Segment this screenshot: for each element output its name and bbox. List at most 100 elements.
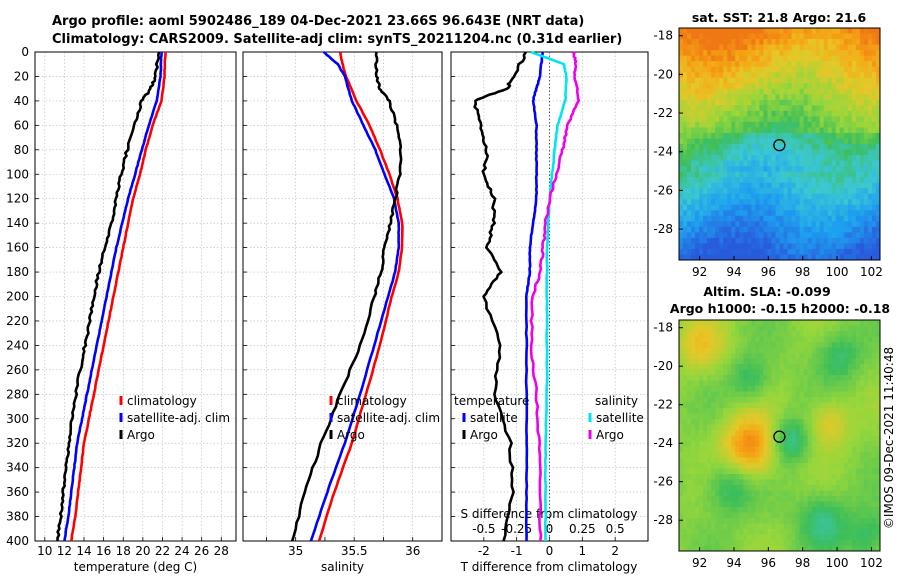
sla-map-cell bbox=[823, 507, 829, 513]
sla-map-cell bbox=[715, 391, 720, 398]
sst-map-cell bbox=[839, 44, 845, 51]
sla-map-cell bbox=[771, 380, 776, 387]
sla-map-cell bbox=[767, 534, 772, 541]
sla-map-cell bbox=[743, 430, 748, 436]
sla-map-cell bbox=[799, 375, 805, 381]
sla-map-cell bbox=[779, 336, 784, 343]
sst-map-cell bbox=[855, 199, 861, 206]
depth-tick-label: 160 bbox=[6, 241, 29, 255]
sla-map-cell bbox=[703, 391, 708, 398]
sst-map-cell bbox=[799, 50, 805, 57]
sla-map-cell bbox=[871, 320, 877, 326]
sla-map-cell bbox=[795, 364, 800, 370]
sst-map-cell bbox=[871, 144, 877, 150]
sst-map-cell bbox=[695, 44, 700, 51]
sst-map-cell bbox=[747, 204, 752, 211]
sst-map-cell bbox=[867, 210, 873, 217]
sla-map-cell bbox=[875, 446, 881, 453]
sla-map-cell bbox=[819, 391, 825, 398]
sla-map-cell bbox=[855, 490, 861, 497]
sst-map-cell bbox=[747, 237, 752, 244]
sst-map-cell bbox=[763, 44, 768, 51]
sla-map-cell bbox=[679, 540, 684, 546]
temp-xtick-label: 14 bbox=[76, 544, 91, 558]
sst-map-cell bbox=[707, 188, 712, 195]
sla-map-cell bbox=[847, 468, 853, 475]
sla-map-cell bbox=[779, 369, 784, 376]
sla-map-cell bbox=[731, 369, 736, 376]
sst-map-cell bbox=[819, 155, 825, 161]
sst-map-cell bbox=[771, 132, 776, 139]
sla-map-cell bbox=[719, 474, 724, 480]
sla-map-cell bbox=[863, 446, 869, 453]
sst-map-cell bbox=[707, 105, 712, 112]
sst-map-cell bbox=[687, 215, 692, 222]
sst-map-cell bbox=[863, 144, 869, 150]
sla-map-cell bbox=[751, 545, 756, 552]
sla-map-cell bbox=[687, 501, 692, 508]
sst-map-cell bbox=[835, 61, 841, 68]
sla-map-cell bbox=[735, 320, 740, 326]
sst-map-cell bbox=[839, 116, 845, 123]
sst-map-cell bbox=[799, 44, 805, 51]
sst-map-cell bbox=[847, 44, 853, 51]
sst-map-cell bbox=[819, 110, 825, 117]
sla-map-frame bbox=[678, 319, 881, 552]
sla-map-cell bbox=[803, 391, 809, 398]
sla-map-cell bbox=[731, 507, 736, 513]
sla-map-cell bbox=[795, 353, 800, 359]
sla-map-cell bbox=[723, 452, 728, 458]
sst-map-cell bbox=[803, 50, 809, 57]
sst-map-cell bbox=[691, 171, 696, 178]
sla-map-cell bbox=[751, 441, 756, 447]
sla-map-cell bbox=[843, 347, 849, 354]
sst-map-cell bbox=[787, 121, 792, 128]
sla-map-cell bbox=[715, 463, 720, 469]
sst-map-cell bbox=[691, 66, 696, 73]
sst-map-cell bbox=[755, 226, 760, 233]
sst-map-cell bbox=[779, 237, 784, 244]
sst-map-cell bbox=[683, 127, 688, 134]
sst-map-cell bbox=[699, 232, 704, 239]
sst-map-cell bbox=[827, 237, 833, 244]
sla-map-cell bbox=[711, 457, 716, 464]
sla-map-cell bbox=[755, 529, 760, 535]
sst-map-cell bbox=[819, 232, 825, 239]
sla-map-cell bbox=[747, 320, 752, 326]
sst-map-cell bbox=[683, 254, 688, 261]
sst-map-cell bbox=[775, 77, 780, 84]
sst-map-cell bbox=[799, 248, 805, 255]
sst-map-cell bbox=[839, 88, 845, 95]
sst-map-cell bbox=[771, 121, 776, 128]
sst-map-cell bbox=[775, 127, 780, 134]
sst-map-cell bbox=[847, 221, 853, 228]
sla-map-cell bbox=[767, 380, 772, 387]
sst-map-cell bbox=[759, 243, 764, 250]
sla-map-cell bbox=[787, 331, 792, 337]
sla-map-cell bbox=[707, 496, 712, 502]
sst-map-cell bbox=[871, 248, 877, 255]
sst-map-cell bbox=[863, 138, 869, 145]
sla-map-cell bbox=[731, 534, 736, 541]
sla-map-cell bbox=[823, 463, 829, 469]
sst-map-cell bbox=[831, 28, 837, 34]
sst-map-cell bbox=[811, 77, 817, 84]
sst-map-xtick-label: 102 bbox=[860, 265, 883, 279]
sst-map-cell bbox=[679, 248, 684, 255]
sst-map-cell bbox=[779, 243, 784, 250]
sla-map-cell bbox=[763, 523, 768, 530]
sla-map-argo-marker bbox=[773, 430, 786, 443]
sst-map-cell bbox=[755, 199, 760, 206]
sla-map-cell bbox=[871, 534, 877, 541]
sst-map-cell bbox=[751, 28, 756, 34]
sst-map-cell bbox=[711, 138, 716, 145]
sla-map-cell bbox=[707, 479, 712, 486]
sst-map-cell bbox=[859, 88, 865, 95]
sst-map-cell bbox=[783, 88, 788, 95]
sst-map-cell bbox=[719, 254, 724, 261]
sst-map-cell bbox=[703, 193, 708, 200]
sla-map-cell bbox=[699, 545, 704, 552]
sla-map-cell bbox=[831, 485, 837, 491]
sst-map-cell bbox=[799, 72, 805, 79]
sst-map-cell bbox=[787, 243, 792, 250]
